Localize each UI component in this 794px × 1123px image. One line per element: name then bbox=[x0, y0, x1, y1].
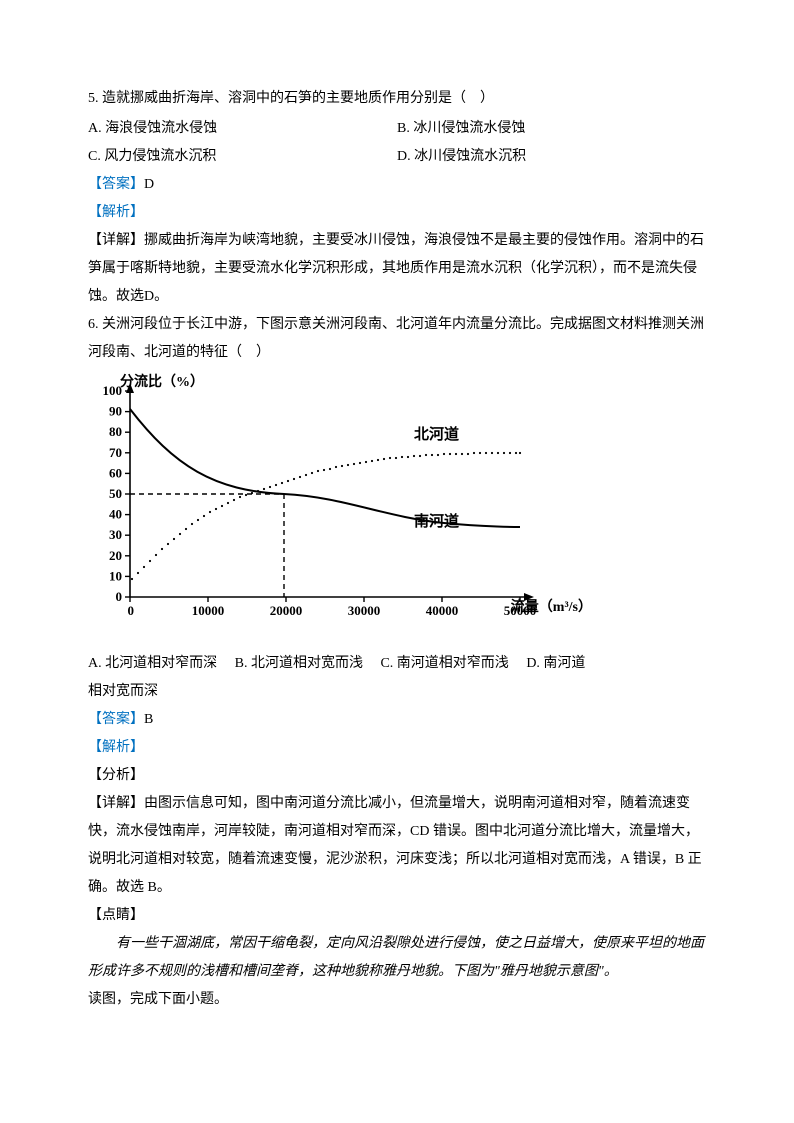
q5-options-row2: C. 风力侵蚀流水沉积 D. 冰川侵蚀流水沉积 bbox=[88, 143, 706, 171]
svg-text:50: 50 bbox=[109, 486, 122, 501]
q6-option-d-cont: 相对宽而深 bbox=[88, 678, 706, 706]
q6-dianjing: 【点睛】 bbox=[88, 902, 706, 930]
q6-option-d: D. 南河道 bbox=[526, 656, 585, 671]
svg-text:南河道: 南河道 bbox=[414, 512, 459, 530]
q5-option-c: C. 风力侵蚀流水沉积 bbox=[88, 143, 397, 171]
q6-tail: 读图，完成下面小题。 bbox=[88, 986, 706, 1014]
q6-note: 有一些干涸湖底，常因干缩龟裂，定向风沿裂隙处进行侵蚀，使之日益增大，使原来平坦的… bbox=[88, 930, 706, 986]
svg-text:30: 30 bbox=[109, 527, 122, 542]
q6-option-b: B. 北河道相对宽而浅 bbox=[235, 656, 363, 671]
svg-text:10: 10 bbox=[109, 568, 122, 583]
q5-analysis-label: 【解析】 bbox=[88, 199, 706, 227]
q5-option-d: D. 冰川侵蚀流水沉积 bbox=[397, 143, 706, 171]
svg-text:20000: 20000 bbox=[270, 603, 303, 618]
x-axis-title: 流量（m³/s） bbox=[511, 594, 592, 622]
q6-fenxi: 【分析】 bbox=[88, 762, 706, 790]
q5-option-b: B. 冰川侵蚀流水侵蚀 bbox=[397, 115, 706, 143]
q6-analysis-label: 【解析】 bbox=[88, 734, 706, 762]
svg-text:60: 60 bbox=[109, 465, 122, 480]
svg-text:80: 80 bbox=[109, 424, 122, 439]
q6-options: A. 北河道相对窄而深 B. 北河道相对宽而浅 C. 南河道相对窄而浅 D. 南… bbox=[88, 650, 706, 678]
flow-ratio-chart: 分流比（%） 010203040506070809010001000020000… bbox=[84, 371, 574, 646]
svg-text:70: 70 bbox=[109, 445, 122, 460]
svg-text:0: 0 bbox=[128, 603, 135, 618]
q6-option-a: A. 北河道相对窄而深 bbox=[88, 656, 217, 671]
q5-stem: 5. 造就挪威曲折海岸、溶洞中的石笋的主要地质作用分别是（ ） bbox=[88, 85, 706, 113]
chart-svg: 0102030405060708090100010000200003000040… bbox=[84, 371, 574, 633]
svg-text:40: 40 bbox=[109, 507, 122, 522]
q6-answer: 【答案】B bbox=[88, 706, 706, 734]
q5-options-row1: A. 海浪侵蚀流水侵蚀 B. 冰川侵蚀流水侵蚀 bbox=[88, 115, 706, 143]
svg-text:40000: 40000 bbox=[426, 603, 459, 618]
svg-text:20: 20 bbox=[109, 548, 122, 563]
q6-option-c: C. 南河道相对窄而浅 bbox=[380, 656, 508, 671]
q6-stem: 6. 关洲河段位于长江中游，下图示意关洲河段南、北河道年内流量分流比。完成据图文… bbox=[88, 311, 706, 367]
y-axis-title: 分流比（%） bbox=[120, 369, 204, 397]
q5-option-a: A. 海浪侵蚀流水侵蚀 bbox=[88, 115, 397, 143]
q5-detail: 【详解】挪威曲折海岸为峡湾地貌，主要受冰川侵蚀，海浪侵蚀不是最主要的侵蚀作用。溶… bbox=[88, 227, 706, 311]
svg-text:90: 90 bbox=[109, 404, 122, 419]
q5-answer: 【答案】D bbox=[88, 171, 706, 199]
svg-text:30000: 30000 bbox=[348, 603, 381, 618]
q6-detail: 【详解】由图示信息可知，图中南河道分流比减小，但流量增大，说明南河道相对窄，随着… bbox=[88, 790, 706, 902]
svg-text:北河道: 北河道 bbox=[414, 425, 459, 443]
svg-text:0: 0 bbox=[116, 589, 123, 604]
svg-text:10000: 10000 bbox=[192, 603, 225, 618]
